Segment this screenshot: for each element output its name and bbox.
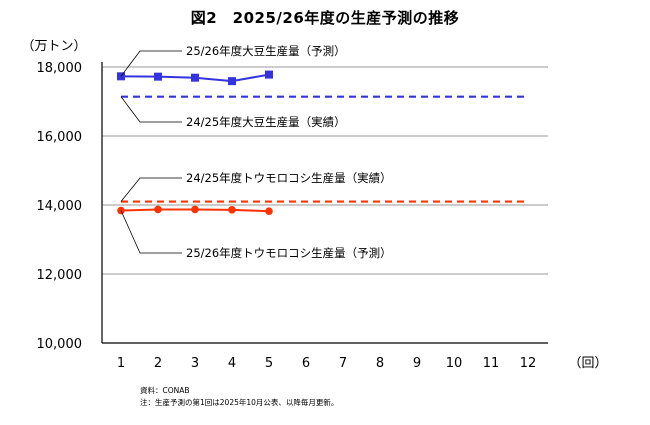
y-tick-label: 18,000 — [37, 61, 83, 76]
chart-title: 図2 2025/26年度の生産予測の推移 — [190, 9, 460, 27]
data-point — [265, 70, 273, 79]
x-tick-label: 5 — [265, 356, 273, 371]
callout-leader — [120, 50, 182, 77]
series-label: 24/25年度大豆生産量（実績） — [186, 115, 346, 129]
callout-leader — [120, 96, 182, 123]
data-point — [154, 72, 162, 81]
x-tick-label: 12 — [520, 356, 537, 371]
x-tick-label: 9 — [413, 356, 421, 371]
x-tick-label: 1 — [117, 356, 125, 371]
source-note: 資料：CONAB — [140, 386, 190, 395]
y-tick-label: 14,000 — [37, 199, 83, 214]
data-point — [191, 73, 199, 82]
series-label: 25/26年度大豆生産量（予測） — [186, 44, 346, 58]
data-point — [228, 206, 236, 214]
x-tick-label: 10 — [446, 356, 463, 371]
footnote: 注：生産予測の第1回は2025年10月公表、以降毎月更新。 — [140, 398, 339, 407]
x-tick-label: 6 — [302, 356, 310, 371]
x-tick-label: 3 — [191, 356, 199, 371]
y-tick-label: 12,000 — [37, 268, 83, 283]
x-tick-label: 2 — [154, 356, 162, 371]
data-point — [228, 77, 236, 86]
x-tick-label: 7 — [339, 356, 347, 371]
y-unit-label: （万トン） — [21, 39, 86, 54]
x-unit-label: （回） — [568, 356, 607, 371]
y-tick-label: 10,000 — [37, 337, 83, 352]
series-label: 25/26年度トウモロコシ生産量（予測） — [186, 246, 392, 260]
x-tick-label: 11 — [483, 356, 500, 371]
data-point — [154, 205, 162, 214]
callout-leader — [120, 210, 182, 254]
data-point — [191, 205, 199, 214]
data-point — [265, 207, 273, 216]
y-tick-label: 16,000 — [37, 130, 83, 145]
callout-leader — [120, 177, 182, 202]
x-tick-label: 8 — [376, 356, 384, 371]
series-label: 24/25年度トウモロコシ生産量（実績） — [186, 171, 392, 185]
x-tick-label: 4 — [228, 356, 236, 371]
